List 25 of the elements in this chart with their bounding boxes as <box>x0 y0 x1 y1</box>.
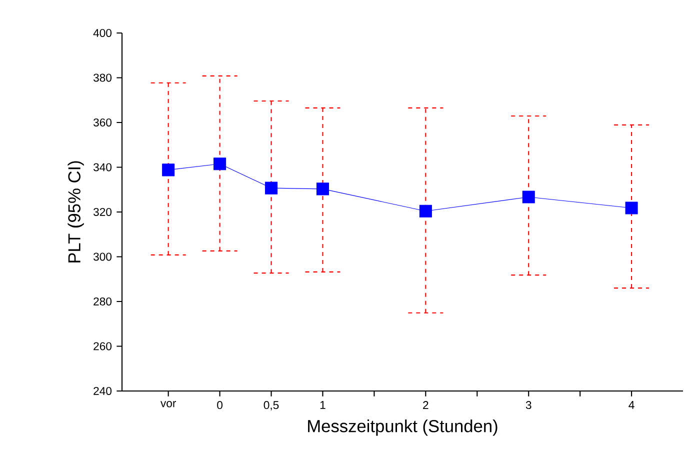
x-tick-label: 4 <box>628 401 634 409</box>
point <box>419 204 432 218</box>
y-tick-label: 360 <box>93 118 112 126</box>
y-tick-label: 240 <box>94 386 112 395</box>
point <box>316 182 329 196</box>
x-tick-label: 0 <box>217 401 222 410</box>
y-tick-label: 300 <box>93 252 112 261</box>
y-tick-label: 260 <box>94 342 112 350</box>
point <box>264 182 278 194</box>
x-axis-title: Messzeitpunkt (Stunden) <box>308 420 498 436</box>
y-tick-label: 380 <box>93 74 112 82</box>
x-tick-label: 0,5 <box>264 401 279 410</box>
y-tick-label: 280 <box>94 297 112 306</box>
x-tick-label: 3 <box>526 401 532 410</box>
point <box>214 158 226 170</box>
x-tick-label: 2 <box>423 401 428 409</box>
y-tick-label: 320 <box>93 208 112 216</box>
point <box>162 164 175 176</box>
y-tick-label: 400 <box>93 28 112 37</box>
y-tick-label: 340 <box>93 163 112 172</box>
point <box>625 202 638 214</box>
x-tick-label: 1 <box>320 401 326 409</box>
y-axis-title: PLT (95% CI) <box>68 161 84 262</box>
point <box>522 190 535 204</box>
x-tick-label: vor <box>160 401 176 408</box>
